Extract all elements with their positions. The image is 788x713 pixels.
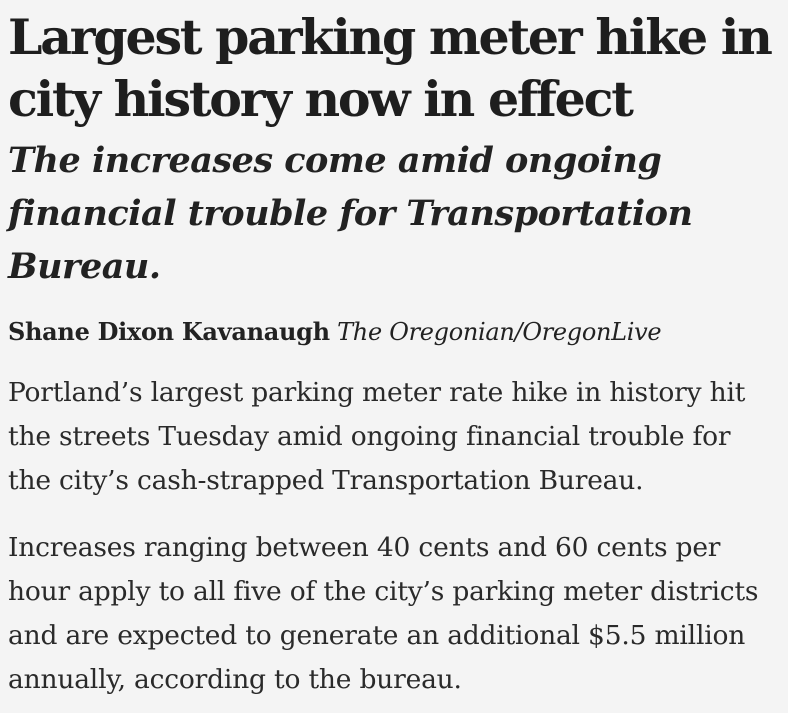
author-name[interactable]: Shane Dixon Kavanaugh (8, 317, 330, 346)
publication-name: The Oregonian/OregonLive (337, 318, 662, 346)
byline: Shane Dixon Kavanaugh The Oregonian/Oreg… (8, 315, 780, 349)
body-paragraph-2: Increases ranging between 40 cents and 6… (8, 532, 759, 695)
body-paragraph-1: Portland’s largest parking meter rate hi… (8, 377, 746, 496)
headline: Largest parking meter hike in city histo… (8, 8, 773, 128)
subheadline: The increases come amid ongoing financia… (8, 140, 693, 287)
